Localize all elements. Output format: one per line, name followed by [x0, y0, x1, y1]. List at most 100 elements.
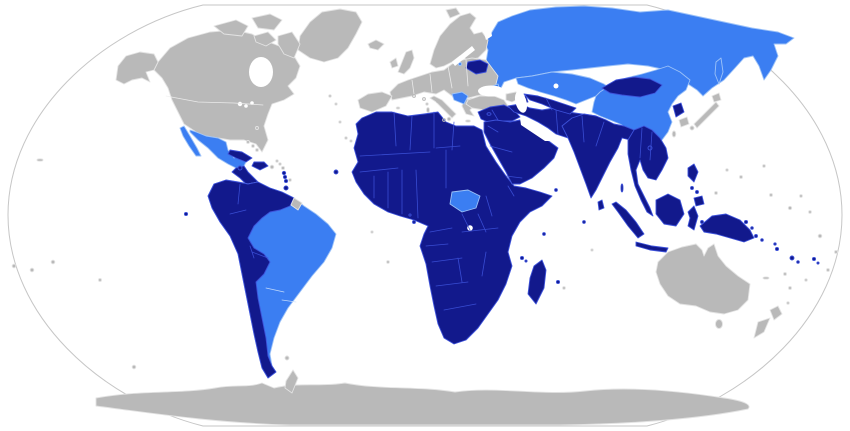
sri-lanka — [597, 199, 605, 211]
fiji-dot — [796, 260, 800, 264]
island-dot — [786, 301, 790, 305]
microstate-ring — [436, 99, 440, 103]
oceania-gray-group — [655, 243, 783, 339]
microstate-ring — [406, 86, 410, 90]
ascension — [370, 230, 374, 234]
nz-north-island — [769, 305, 783, 321]
sao-tome — [412, 220, 416, 224]
sicily — [446, 116, 452, 122]
uk — [397, 49, 415, 75]
balearic — [395, 106, 401, 110]
microstate-ring — [422, 97, 426, 101]
serbia-bosnia — [451, 91, 469, 105]
galapagos — [183, 211, 189, 217]
turkmenistan-uzbekistan — [523, 93, 577, 115]
corsica — [425, 102, 429, 106]
solomon-dot — [754, 234, 758, 238]
island-dot — [281, 170, 287, 176]
iceland — [367, 39, 385, 51]
aral-sea — [553, 83, 559, 89]
island-dot — [695, 190, 699, 194]
reunion — [562, 286, 566, 290]
island-dot — [762, 164, 766, 168]
nz-south-island — [753, 317, 771, 339]
new-zealand — [753, 305, 783, 339]
island-dot — [804, 278, 808, 282]
arctic-island — [253, 31, 277, 47]
island-dot — [246, 140, 250, 144]
bismarck-dot — [743, 219, 749, 225]
canary-islands — [344, 136, 353, 143]
philippines — [687, 163, 705, 207]
border-line — [229, 183, 269, 259]
french-guiana — [290, 197, 303, 211]
azores-dot — [334, 102, 338, 106]
alaska — [115, 51, 159, 85]
island-dot — [278, 162, 282, 166]
island-dot — [811, 256, 817, 262]
kaliningrad — [458, 62, 462, 66]
island-dot — [816, 261, 820, 265]
falkland-islands — [284, 355, 290, 361]
sakhalin — [714, 57, 724, 85]
levant-iraq — [477, 104, 521, 123]
madeira — [338, 120, 342, 124]
maldives — [582, 220, 586, 224]
island-dot — [739, 175, 743, 179]
chagos — [590, 248, 594, 252]
japan — [689, 92, 722, 131]
antarctica — [95, 382, 750, 426]
persian-gulf — [520, 118, 553, 141]
arctic-islands — [213, 13, 301, 59]
island-dot — [283, 178, 289, 184]
great-lake — [237, 101, 243, 107]
mediterranean-islands — [395, 102, 471, 123]
caribbean-gray-islands — [269, 159, 292, 182]
latin-america-group — [179, 125, 337, 379]
island-dot — [98, 278, 102, 282]
bahamas — [246, 140, 259, 152]
indian-ocean-gray-islands — [562, 248, 594, 290]
europe-micro-rings — [406, 86, 446, 122]
borneo — [655, 193, 685, 227]
fiji-dot — [789, 255, 795, 261]
madagascar — [527, 259, 547, 305]
island-dot — [50, 259, 56, 265]
ireland — [389, 57, 399, 69]
seychelles — [542, 232, 546, 236]
pacific-gray-islands — [714, 164, 838, 305]
atlantic-gray-islands — [255, 94, 390, 264]
crete — [465, 119, 471, 123]
water-bodies — [237, 23, 559, 231]
island-dot — [769, 193, 773, 197]
vanuatu-dot — [774, 246, 780, 252]
india — [561, 113, 635, 199]
black-sea — [478, 85, 504, 97]
dark-internal-borders — [229, 97, 653, 311]
caspian-sea — [514, 91, 528, 113]
asia-dark-group — [561, 76, 755, 253]
bermuda — [255, 126, 259, 130]
gray-internal-borders — [165, 59, 469, 106]
honshu — [693, 101, 720, 129]
mongolia — [601, 76, 663, 98]
hainan — [647, 145, 653, 151]
white-sea — [482, 23, 492, 40]
south-america-members — [207, 179, 295, 379]
island-dot — [349, 139, 353, 143]
indian-ocean-dark-islands — [519, 188, 561, 285]
st-helena — [386, 260, 390, 264]
australia — [655, 243, 751, 315]
island-dot — [11, 263, 17, 269]
mauritius — [555, 279, 561, 285]
greenland — [297, 8, 363, 63]
island-dot — [808, 210, 812, 214]
hawaii — [36, 158, 44, 162]
island-dot — [788, 286, 792, 290]
comoros — [519, 255, 525, 261]
trinidad — [283, 185, 289, 191]
island-dot — [817, 233, 823, 239]
europe-overlays-group — [449, 59, 501, 213]
arctic-island — [251, 13, 283, 31]
